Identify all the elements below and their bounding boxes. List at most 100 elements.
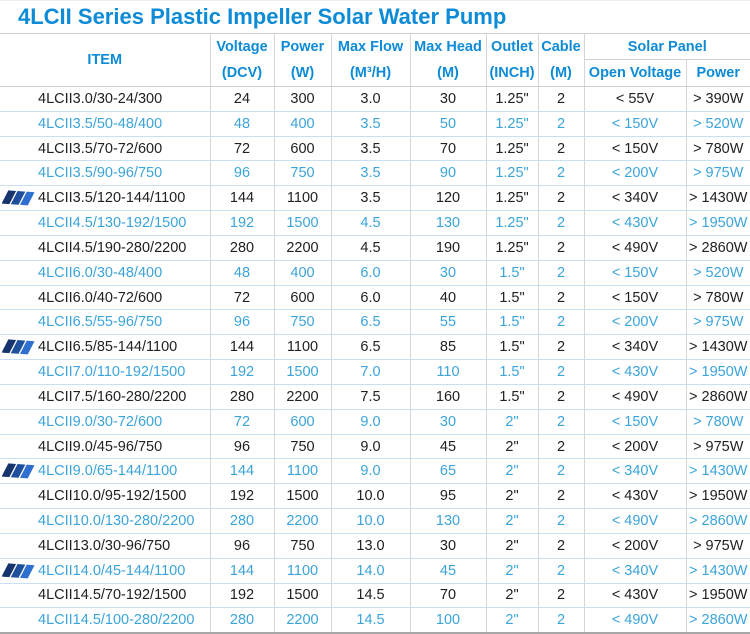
cell-item: 4LCII3.5/50-48/400 xyxy=(0,111,211,137)
cell-outlet: 1.25" xyxy=(486,210,539,236)
cell-voltage: 280 xyxy=(210,235,275,261)
cell-cable: 2 xyxy=(538,210,585,236)
cell-max-head: 130 xyxy=(410,508,487,534)
cell-outlet: 1.5" xyxy=(486,285,539,311)
cell-power: 750 xyxy=(274,309,332,336)
table-row: 4LCII3.5/120-144/1100 144 1100 3.5 120 1.25" 2… xyxy=(0,185,750,212)
cell-cable: 2 xyxy=(538,359,585,385)
cell-outlet: 2" xyxy=(486,583,539,609)
cell-max-head: 70 xyxy=(410,136,487,162)
item-label: 4LCII4.5/190-280/2200 xyxy=(38,239,187,256)
table-row: 4LCII13.0/30-96/750 96 750 13.0 30 2" 2 < 200V >… xyxy=(0,533,750,559)
cell-solar-power: > 1950W xyxy=(686,583,750,609)
cell-voltage: 48 xyxy=(210,260,275,286)
cell-max-head: 65 xyxy=(410,458,487,485)
cell-voltage: 192 xyxy=(210,583,275,609)
table-row: 4LCII3.5/70-72/600 72 600 3.5 70 1.25" 2 < 150V… xyxy=(0,136,750,162)
cell-max-head: 30 xyxy=(410,409,487,435)
cell-item: 4LCII3.5/120-144/1100 xyxy=(0,185,211,212)
cell-open-voltage: < 490V xyxy=(584,235,687,261)
item-label: 4LCII3.5/50-48/400 xyxy=(38,115,163,132)
cell-open-voltage: < 490V xyxy=(584,384,687,410)
cell-power: 2200 xyxy=(274,384,332,410)
cell-max-flow: 7.5 xyxy=(331,384,411,410)
cell-max-flow: 14.0 xyxy=(331,558,411,584)
cell-voltage: 192 xyxy=(210,359,275,385)
cell-power: 750 xyxy=(274,533,332,559)
cell-max-head: 190 xyxy=(410,235,487,261)
cell-item: 4LCII3.0/30-24/300 xyxy=(0,86,211,112)
cell-open-voltage: < 150V xyxy=(584,409,687,435)
cell-power: 2200 xyxy=(274,607,332,633)
cell-item: 4LCII6.0/30-48/400 xyxy=(0,260,211,286)
cell-open-voltage: < 340V xyxy=(584,185,687,212)
cell-power: 750 xyxy=(274,160,332,187)
cell-open-voltage: < 490V xyxy=(584,508,687,534)
cell-solar-power: > 975W xyxy=(686,434,750,460)
col-header-max-head: Max Head (M) xyxy=(410,33,487,87)
cell-cable: 2 xyxy=(538,260,585,286)
cell-cable: 2 xyxy=(538,607,585,633)
col-header-item: ITEM xyxy=(0,33,211,87)
cell-solar-power: > 1430W xyxy=(686,458,750,485)
cell-voltage: 72 xyxy=(210,136,275,162)
cell-power: 1500 xyxy=(274,483,332,510)
solar-panel-icon xyxy=(2,189,37,207)
table-row: 4LCII10.0/130-280/2200 280 2200 10.0 130 2" 2 <… xyxy=(0,508,750,534)
cell-open-voltage: < 200V xyxy=(584,160,687,187)
cell-voltage: 72 xyxy=(210,409,275,435)
cell-outlet: 2" xyxy=(486,558,539,584)
cell-max-head: 40 xyxy=(410,285,487,311)
cell-item: 4LCII7.0/110-192/1500 xyxy=(0,359,211,385)
cell-open-voltage: < 340V xyxy=(584,558,687,584)
cell-open-voltage: < 490V xyxy=(584,607,687,633)
cell-cable: 2 xyxy=(538,533,585,559)
item-label: 4LCII7.5/160-280/2200 xyxy=(38,388,187,405)
cell-max-flow: 3.5 xyxy=(331,136,411,162)
cell-item: 4LCII9.0/65-144/1100 xyxy=(0,458,211,485)
cell-outlet: 1.25" xyxy=(486,235,539,261)
cell-solar-power: > 1430W xyxy=(686,334,750,361)
cell-open-voltage: < 430V xyxy=(584,483,687,510)
cell-max-head: 50 xyxy=(410,111,487,137)
item-label: 4LCII3.5/90-96/750 xyxy=(38,165,163,182)
cell-outlet: 1.25" xyxy=(486,136,539,162)
cell-max-flow: 10.0 xyxy=(331,483,411,510)
page-title: 4LCII Series Plastic Impeller Solar Wate… xyxy=(18,4,507,29)
cell-item: 4LCII3.5/70-72/600 xyxy=(0,136,211,162)
cell-item: 4LCII4.5/190-280/2200 xyxy=(0,235,211,261)
cell-max-flow: 9.0 xyxy=(331,409,411,435)
cell-voltage: 144 xyxy=(210,185,275,212)
table-row: 4LCII6.0/40-72/600 72 600 6.0 40 1.5" 2 < 150V >… xyxy=(0,285,750,311)
item-label: 4LCII3.5/70-72/600 xyxy=(38,140,163,157)
cell-outlet: 1.5" xyxy=(486,309,539,336)
cell-max-flow: 9.0 xyxy=(331,458,411,485)
col-header-cable: Cable (M) xyxy=(538,33,585,87)
cell-outlet: 1.25" xyxy=(486,111,539,137)
cell-outlet: 2" xyxy=(486,409,539,435)
cell-item: 4LCII13.0/30-96/750 xyxy=(0,533,211,559)
cell-item: 4LCII4.5/130-192/1500 xyxy=(0,210,211,236)
cell-open-voltage: < 430V xyxy=(584,583,687,609)
cell-voltage: 72 xyxy=(210,285,275,311)
cell-power: 600 xyxy=(274,285,332,311)
cell-cable: 2 xyxy=(538,409,585,435)
cell-max-head: 160 xyxy=(410,384,487,410)
cell-voltage: 96 xyxy=(210,434,275,460)
cell-outlet: 2" xyxy=(486,458,539,485)
cell-max-flow: 7.0 xyxy=(331,359,411,385)
table-row: 4LCII6.0/30-48/400 48 400 6.0 30 1.5" 2 < 150V >… xyxy=(0,260,750,286)
cell-max-head: 100 xyxy=(410,607,487,633)
table-row: 4LCII6.5/85-144/1100 144 1100 6.5 85 1.5" 2 < 3… xyxy=(0,334,750,361)
table-row: 4LCII3.5/50-48/400 48 400 3.5 50 1.25" 2 < 150V… xyxy=(0,111,750,137)
table-row: 4LCII9.0/45-96/750 96 750 9.0 45 2" 2 < 200V > 9… xyxy=(0,434,750,460)
cell-power: 600 xyxy=(274,409,332,435)
cell-cable: 2 xyxy=(538,458,585,485)
item-label: 4LCII6.0/30-48/400 xyxy=(38,264,163,281)
item-label: 4LCII13.0/30-96/750 xyxy=(38,537,171,554)
spec-table-header: ITEM Voltage (DCV) Power (W) Max Flow (M… xyxy=(0,33,750,87)
cell-max-flow: 6.5 xyxy=(331,334,411,361)
col-header-open-voltage: Open Voltage xyxy=(584,59,687,87)
cell-max-flow: 3.5 xyxy=(331,185,411,212)
cell-max-flow: 9.0 xyxy=(331,434,411,460)
